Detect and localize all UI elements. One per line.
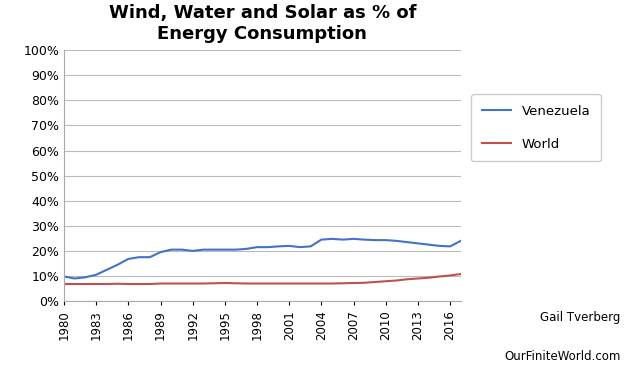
- World: [403, 277, 411, 281]
- World: [339, 281, 347, 286]
- Venezuela: [425, 242, 433, 247]
- World: [168, 281, 175, 286]
- Text: Gail Tverberg: Gail Tverberg: [540, 311, 621, 324]
- World: [114, 281, 122, 286]
- World: [435, 274, 443, 279]
- World: [328, 281, 336, 286]
- Venezuela: [125, 257, 132, 261]
- World: [317, 281, 325, 286]
- World: [371, 280, 379, 284]
- World: [71, 282, 79, 286]
- Venezuela: [414, 241, 422, 246]
- Venezuela: [392, 239, 400, 243]
- World: [382, 279, 390, 284]
- Legend: Venezuela, World: Venezuela, World: [472, 95, 601, 161]
- World: [146, 282, 154, 286]
- World: [157, 281, 164, 286]
- World: [457, 272, 465, 276]
- World: [92, 282, 100, 286]
- Venezuela: [211, 247, 218, 252]
- World: [414, 276, 422, 281]
- Venezuela: [285, 244, 293, 248]
- Venezuela: [307, 244, 314, 249]
- World: [82, 282, 90, 286]
- Venezuela: [457, 239, 465, 243]
- World: [221, 281, 228, 285]
- Venezuela: [114, 262, 122, 267]
- Text: OurFiniteWorld.com: OurFiniteWorld.com: [504, 350, 621, 363]
- World: [285, 281, 293, 286]
- Venezuela: [435, 244, 443, 248]
- World: [211, 281, 218, 286]
- Venezuela: [157, 250, 164, 254]
- World: [264, 281, 271, 286]
- World: [253, 281, 261, 286]
- Venezuela: [103, 267, 111, 272]
- World: [60, 282, 68, 286]
- Venezuela: [317, 237, 325, 242]
- World: [135, 282, 143, 286]
- Title: Wind, Water and Solar as % of
Energy Consumption: Wind, Water and Solar as % of Energy Con…: [109, 4, 416, 43]
- Venezuela: [275, 244, 282, 249]
- World: [392, 278, 400, 283]
- Venezuela: [360, 237, 368, 242]
- Venezuela: [371, 238, 379, 242]
- Venezuela: [71, 276, 79, 281]
- Venezuela: [264, 245, 271, 249]
- Venezuela: [349, 237, 357, 241]
- Venezuela: [253, 245, 261, 249]
- World: [125, 282, 132, 286]
- Venezuela: [403, 240, 411, 244]
- Venezuela: [135, 255, 143, 259]
- Venezuela: [146, 255, 154, 259]
- Venezuela: [446, 244, 454, 249]
- World: [360, 281, 368, 285]
- World: [243, 281, 250, 286]
- Venezuela: [243, 247, 250, 251]
- Venezuela: [382, 238, 390, 242]
- World: [200, 281, 207, 286]
- Venezuela: [60, 274, 68, 279]
- World: [189, 281, 196, 286]
- World: [275, 281, 282, 286]
- Venezuela: [92, 273, 100, 277]
- World: [425, 276, 433, 280]
- Venezuela: [200, 247, 207, 252]
- Venezuela: [328, 237, 336, 241]
- World: [296, 281, 304, 286]
- Line: Venezuela: Venezuela: [64, 239, 461, 279]
- World: [349, 281, 357, 285]
- Venezuela: [232, 247, 239, 252]
- World: [307, 281, 314, 286]
- World: [232, 281, 239, 286]
- World: [103, 282, 111, 286]
- World: [178, 281, 186, 286]
- Venezuela: [178, 247, 186, 252]
- Venezuela: [296, 245, 304, 249]
- World: [446, 273, 454, 278]
- Venezuela: [189, 249, 196, 253]
- Line: World: World: [64, 274, 461, 284]
- Venezuela: [82, 275, 90, 279]
- Venezuela: [221, 247, 228, 252]
- Venezuela: [339, 237, 347, 242]
- Venezuela: [168, 247, 175, 252]
